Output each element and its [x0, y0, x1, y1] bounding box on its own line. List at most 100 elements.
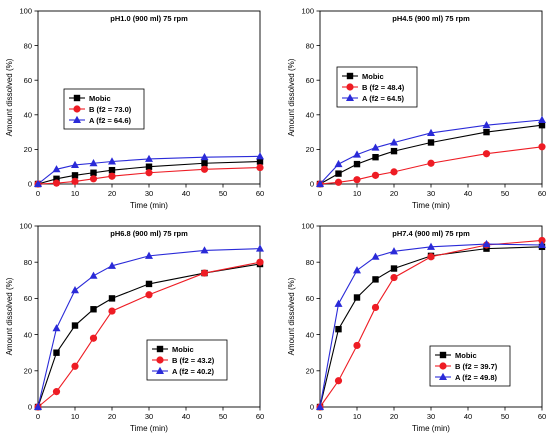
- legend-marker: [439, 351, 447, 359]
- data-point: [200, 152, 209, 161]
- x-tick-label: 60: [538, 412, 546, 421]
- series-line: [37, 263, 261, 408]
- data-point: [538, 121, 546, 129]
- data-point: [53, 175, 60, 183]
- y-axis-label: Amount dissolved (%): [5, 277, 14, 355]
- data-point: [52, 324, 61, 332]
- data-point: [108, 166, 116, 174]
- x-axis-label: Time (min): [130, 424, 168, 433]
- legend-marker: [156, 366, 164, 374]
- data-point: [256, 163, 264, 172]
- x-tick-label: 10: [71, 189, 79, 198]
- chart-title: pH4.5 (900 ml) 75 rpm: [392, 14, 470, 23]
- x-tick-label: 40: [464, 412, 472, 421]
- data-point: [34, 402, 42, 410]
- data-point: [53, 349, 60, 356]
- data-point: [52, 165, 61, 173]
- legend-label: B (f2 = 48.4): [362, 83, 405, 92]
- data-point: [145, 154, 153, 162]
- legend-label: A (f2 = 40.2): [172, 367, 215, 376]
- x-tick-label: 0: [36, 189, 40, 198]
- data-point: [335, 170, 342, 177]
- data-point: [353, 150, 361, 158]
- legend-label: A (f2 = 64.5): [362, 94, 405, 103]
- data-point: [390, 273, 398, 282]
- series-triangle: [316, 239, 546, 410]
- legend-label: Mobic: [172, 345, 194, 354]
- data-point: [108, 295, 116, 302]
- y-tick-label: 100: [301, 7, 314, 16]
- data-point: [390, 138, 398, 146]
- data-point: [71, 172, 79, 179]
- x-axis-label: Time (min): [412, 201, 450, 210]
- data-point: [145, 280, 153, 288]
- data-point: [256, 152, 264, 160]
- x-tick-label: 50: [501, 412, 509, 421]
- legend: Mobic B (f2 = 43.2) A (f2 = 40.2): [146, 339, 228, 381]
- y-tick-label: 40: [306, 330, 314, 339]
- y-tick-label: 20: [24, 367, 32, 376]
- data-point: [200, 165, 209, 173]
- chart-panel-2: 0 10 20 30 40 50 60 0 20 40 60 80 100 pH4.5 (900 ml) …: [287, 7, 546, 210]
- data-point: [89, 175, 98, 183]
- y-tick-label: 60: [306, 294, 314, 303]
- data-point: [71, 322, 79, 329]
- data-point: [482, 150, 491, 158]
- legend: Mobic B (f2 = 48.4) A (f2 = 64.5): [336, 66, 418, 108]
- x-tick-label: 20: [108, 412, 116, 421]
- data-point: [482, 239, 491, 248]
- x-tick-label: 50: [219, 189, 227, 198]
- y-axis-label: Amount dissolved (%): [5, 58, 14, 136]
- data-point: [34, 179, 42, 187]
- data-point: [200, 269, 209, 277]
- series-line: [319, 119, 543, 185]
- legend-marker: [346, 72, 354, 80]
- y-tick-label: 80: [24, 258, 32, 267]
- series-triangle: [316, 115, 546, 187]
- legend-label: A (f2 = 64.6): [89, 116, 132, 125]
- data-point: [483, 128, 490, 136]
- x-tick-label: 50: [219, 412, 227, 421]
- x-axis-label: Time (min): [412, 424, 450, 433]
- data-point: [316, 402, 324, 410]
- legend-label: B (f2 = 39.7): [455, 362, 498, 371]
- legend: Mobic B (f2 = 73.0) A (f2 = 64.6): [63, 88, 145, 130]
- y-tick-label: 0: [28, 403, 32, 412]
- data-point: [71, 160, 79, 168]
- legend-marker: [439, 372, 447, 380]
- data-point: [108, 172, 116, 180]
- data-point: [256, 258, 264, 266]
- y-tick-label: 60: [24, 294, 32, 303]
- series-line: [319, 246, 543, 408]
- x-axis-label: Time (min): [130, 201, 168, 210]
- series-square: [34, 260, 264, 411]
- x-tick-label: 60: [256, 189, 264, 198]
- data-point: [334, 159, 343, 168]
- data-point: [52, 388, 61, 396]
- data-point: [145, 291, 153, 299]
- data-point: [145, 163, 153, 170]
- series-line: [37, 155, 261, 185]
- data-point: [390, 168, 398, 176]
- x-tick-label: 30: [145, 189, 153, 198]
- legend-marker: [73, 115, 81, 123]
- y-tick-label: 100: [19, 7, 32, 16]
- data-point: [538, 115, 546, 123]
- legend-label: B (f2 = 73.0): [89, 105, 132, 114]
- y-tick-label: 80: [24, 41, 32, 50]
- data-point: [353, 294, 361, 301]
- series-circle: [316, 143, 546, 188]
- x-tick-label: 10: [353, 412, 361, 421]
- y-axis-label: Amount dissolved (%): [287, 277, 296, 355]
- x-tick-label: 60: [256, 412, 264, 421]
- x-tick-label: 20: [390, 189, 398, 198]
- x-tick-label: 0: [318, 189, 322, 198]
- data-point: [538, 143, 546, 151]
- data-point: [316, 179, 324, 187]
- chart-title: pH7.4 (900 ml) 75 rpm: [392, 229, 470, 238]
- data-point: [334, 178, 343, 186]
- data-point: [335, 325, 342, 333]
- chart-panel-1: 0 10 20 30 40 50 60 0 20 40 60 80 100 pH1.0 (900 ml) …: [5, 7, 264, 210]
- data-point: [353, 341, 361, 350]
- legend-marker: [73, 94, 81, 102]
